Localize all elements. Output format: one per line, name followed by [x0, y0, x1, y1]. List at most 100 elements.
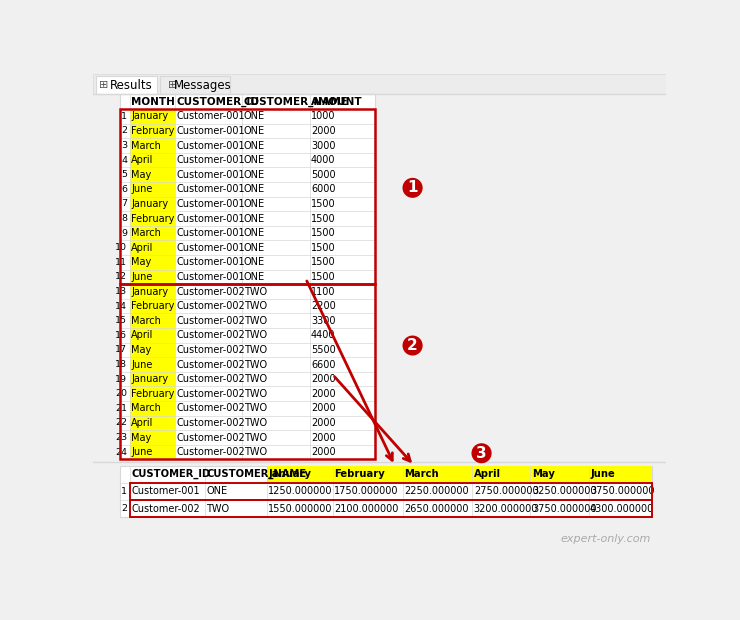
Text: 2650.000000: 2650.000000: [404, 503, 468, 513]
Text: Customer-001: Customer-001: [176, 272, 245, 282]
Bar: [403, 466, 472, 483]
Text: ⊞: ⊞: [99, 80, 109, 90]
Text: March: March: [131, 141, 161, 151]
Bar: [121, 109, 375, 284]
Text: 1: 1: [407, 180, 418, 195]
Text: April: April: [131, 330, 154, 340]
Text: 2000: 2000: [311, 389, 336, 399]
Text: ONE: ONE: [243, 184, 265, 194]
Text: CUSTOMER_NAME: CUSTOMER_NAME: [206, 469, 306, 479]
Text: 9: 9: [121, 229, 127, 237]
Text: 1550.000000: 1550.000000: [269, 503, 333, 513]
Text: expert-only.com: expert-only.com: [560, 534, 650, 544]
Bar: [267, 466, 333, 483]
Bar: [130, 445, 175, 459]
Bar: [130, 226, 175, 241]
Text: Customer-002: Customer-002: [176, 418, 245, 428]
Bar: [130, 430, 175, 445]
Text: 6600: 6600: [311, 360, 335, 370]
Text: ONE: ONE: [243, 228, 265, 238]
Text: ⊞: ⊞: [169, 80, 178, 90]
Text: Customer-001: Customer-001: [176, 141, 245, 151]
Text: 11: 11: [115, 258, 127, 267]
Text: 2100.000000: 2100.000000: [334, 503, 399, 513]
Text: Customer-002: Customer-002: [176, 301, 245, 311]
Text: 3300: 3300: [311, 316, 335, 326]
Text: 7: 7: [121, 200, 127, 208]
Text: March: March: [131, 403, 161, 414]
Circle shape: [403, 335, 423, 355]
Text: Customer-002: Customer-002: [176, 360, 245, 370]
Text: 22: 22: [115, 418, 127, 427]
Text: 3: 3: [121, 141, 127, 150]
Text: February: February: [131, 389, 175, 399]
Circle shape: [403, 178, 423, 198]
Text: ONE: ONE: [243, 112, 265, 122]
Text: 20: 20: [115, 389, 127, 398]
Text: 4400: 4400: [311, 330, 335, 340]
Bar: [130, 167, 175, 182]
Text: January: January: [131, 286, 169, 296]
Text: February: February: [131, 213, 175, 224]
Text: June: June: [131, 272, 152, 282]
Text: 2250.000000: 2250.000000: [404, 486, 468, 497]
Bar: [130, 270, 175, 284]
Text: Customer-001: Customer-001: [176, 155, 245, 165]
Text: Customer-002: Customer-002: [176, 374, 245, 384]
Bar: [130, 153, 175, 167]
Text: Customer-002: Customer-002: [176, 389, 245, 399]
Text: MONTH: MONTH: [131, 97, 175, 107]
Text: 1500: 1500: [311, 228, 336, 238]
Text: 6000: 6000: [311, 184, 335, 194]
Text: 3750.000000: 3750.000000: [532, 503, 596, 513]
Text: May: May: [131, 345, 152, 355]
Text: April: April: [131, 418, 154, 428]
Text: 14: 14: [115, 301, 127, 311]
Text: 3750.000000: 3750.000000: [590, 486, 655, 497]
Text: March: March: [131, 228, 161, 238]
Text: 4300.000000: 4300.000000: [590, 503, 654, 513]
Bar: [121, 466, 652, 517]
Text: January: January: [131, 199, 169, 209]
Text: June: June: [131, 447, 152, 457]
Bar: [130, 415, 175, 430]
Text: 15: 15: [115, 316, 127, 326]
Bar: [130, 299, 175, 313]
Text: 2000: 2000: [311, 403, 336, 414]
Bar: [96, 76, 157, 94]
Text: ONE: ONE: [243, 141, 265, 151]
Text: ONE: ONE: [206, 486, 228, 497]
Text: 1500: 1500: [311, 272, 336, 282]
Text: Customer-002: Customer-002: [176, 330, 245, 340]
Text: TWO: TWO: [243, 360, 266, 370]
Text: 13: 13: [115, 287, 127, 296]
Bar: [130, 343, 175, 357]
Text: June: June: [590, 469, 615, 479]
Bar: [160, 76, 229, 94]
Text: 2200: 2200: [311, 301, 336, 311]
Text: TWO: TWO: [206, 503, 229, 513]
Text: March: March: [131, 316, 161, 326]
Text: 1100: 1100: [311, 286, 335, 296]
Text: 2: 2: [121, 504, 127, 513]
Text: May: May: [131, 257, 152, 267]
Text: TWO: TWO: [243, 403, 266, 414]
Text: Customer-001: Customer-001: [176, 242, 245, 253]
Bar: [130, 328, 175, 343]
Text: 2000: 2000: [311, 418, 336, 428]
Text: Results: Results: [110, 79, 152, 92]
Text: May: May: [131, 170, 152, 180]
Text: TWO: TWO: [243, 447, 266, 457]
Text: Messages: Messages: [174, 79, 232, 92]
Bar: [130, 241, 175, 255]
Text: January: January: [131, 374, 169, 384]
Text: 4: 4: [121, 156, 127, 165]
Text: 1500: 1500: [311, 199, 336, 209]
Text: ONE: ONE: [243, 257, 265, 267]
Text: 2000: 2000: [311, 374, 336, 384]
Text: Customer-002: Customer-002: [176, 286, 245, 296]
Text: ONE: ONE: [243, 170, 265, 180]
Bar: [130, 500, 652, 517]
Bar: [130, 483, 652, 500]
Text: TWO: TWO: [243, 345, 266, 355]
